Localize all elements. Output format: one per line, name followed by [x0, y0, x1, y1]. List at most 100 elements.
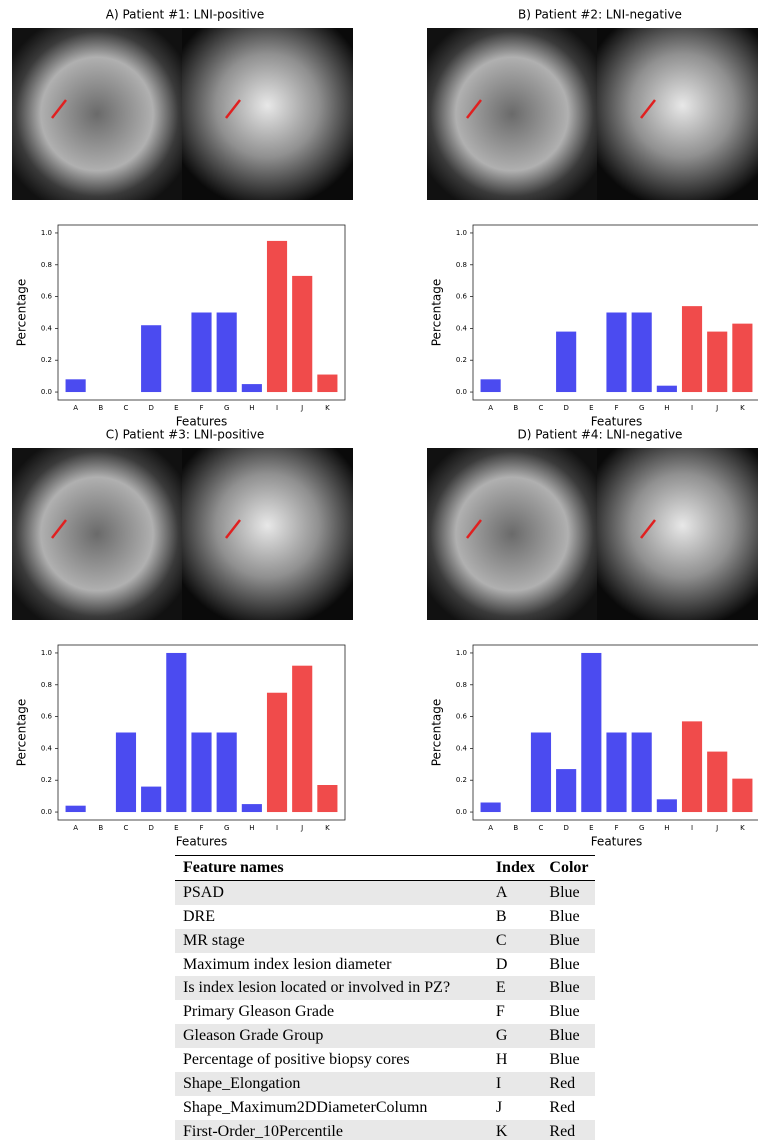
bar	[681, 721, 703, 813]
table-cell: Blue	[549, 1003, 580, 1021]
bar	[317, 785, 338, 813]
bar	[216, 732, 237, 813]
y-axis-label: Percentage	[430, 279, 444, 347]
panel: C) Patient #3: LNI-positive A B C D E F G H I J K 0.…	[12, 428, 353, 849]
mri-adc-image	[597, 448, 758, 620]
x-tick-label: E	[174, 824, 178, 832]
panel-title: B) Patient #2: LNI-negative	[518, 8, 682, 22]
y-tick-label: 0.4	[41, 324, 53, 332]
x-tick-label: K	[740, 404, 745, 412]
table-row: Maximum index lesion diameter D Blue	[175, 953, 595, 977]
x-axis-label: Features	[176, 415, 228, 429]
bar	[266, 240, 288, 393]
x-tick-label: B	[98, 824, 103, 832]
table-cell: H	[495, 1051, 508, 1069]
x-axis-label: Features	[591, 835, 643, 849]
x-tick-label: D	[148, 824, 153, 832]
panel: A) Patient #1: LNI-positive A B C D E F G H I J K 0.…	[12, 8, 353, 429]
mri-t2-image	[427, 28, 597, 200]
mri-t2-image	[427, 448, 597, 620]
x-tick-label: G	[224, 824, 229, 832]
table-cell: Primary Gleason Grade	[183, 1003, 335, 1021]
table-cell: Shape_Maximum2DDiameterColumn	[183, 1098, 428, 1116]
bar	[166, 652, 187, 813]
x-tick-label: A	[488, 824, 493, 832]
y-tick-label: 0.4	[456, 744, 468, 752]
table-cell: A	[487, 880, 542, 905]
header-cell: Color	[541, 855, 595, 881]
y-axis-label: Percentage	[15, 699, 29, 767]
y-tick-label: 0.6	[456, 293, 468, 301]
table-row: DRE B Blue	[175, 905, 595, 929]
bar	[631, 312, 652, 393]
feature-table: Feature names Index Color PSAD A Blue DRE B Blue…	[175, 855, 595, 1140]
y-tick-label: 0.2	[41, 356, 52, 364]
bar	[707, 331, 728, 393]
x-tick-label: C	[124, 824, 129, 832]
table-cell: G	[487, 1024, 542, 1049]
x-tick-label: I	[276, 404, 278, 412]
y-tick-label: 1.0	[456, 229, 467, 237]
table-row: Shape_Elongation I Red	[175, 1072, 595, 1096]
y-tick-label: 0.8	[41, 261, 52, 269]
table-cell: Percentage of positive biopsy cores	[183, 1051, 410, 1069]
mri-adc-image	[182, 448, 353, 620]
bar	[216, 312, 237, 393]
table-cell: Blue	[549, 955, 580, 973]
x-tick-label: F	[614, 824, 618, 832]
table-cell: D	[495, 955, 508, 973]
x-tick-label: E	[174, 404, 178, 412]
table-cell: Blue	[541, 1024, 595, 1049]
y-tick-label: 0.0	[456, 388, 467, 396]
mri-adc-image	[597, 28, 758, 200]
table-cell: Maximum index lesion diameter	[183, 955, 392, 973]
plot-frame	[472, 224, 758, 401]
x-tick-label: B	[513, 404, 518, 412]
x-tick-label: H	[664, 404, 669, 412]
x-tick-label: A	[73, 824, 78, 832]
bar	[530, 732, 552, 813]
table-cell: Red	[541, 1072, 595, 1096]
bar	[317, 374, 338, 393]
y-tick-label: 0.2	[456, 776, 467, 784]
bar	[241, 804, 262, 813]
bar	[241, 384, 262, 393]
x-tick-label: F	[614, 404, 618, 412]
lesion-arrow	[640, 99, 656, 119]
table-row: MR stage C Blue	[175, 928, 595, 953]
y-tick-label: 0.4	[41, 744, 53, 752]
table-cell: B	[495, 907, 507, 925]
x-tick-label: A	[488, 404, 493, 412]
y-tick-label: 0.2	[41, 776, 52, 784]
y-axis-label: Percentage	[430, 699, 444, 767]
table-cell: Red	[549, 1098, 576, 1116]
mri-adc-image	[182, 28, 353, 200]
plot-frame	[472, 644, 758, 821]
table-header: Feature names Index Color	[175, 855, 595, 881]
table-cell: Red	[541, 1119, 595, 1140]
table-cell: F	[495, 1003, 505, 1021]
table-cell: K	[487, 1119, 542, 1140]
bar	[141, 786, 162, 813]
x-tick-label: K	[740, 824, 745, 832]
x-tick-label: H	[249, 824, 254, 832]
y-tick-label: 0.2	[456, 356, 467, 364]
bar	[631, 732, 652, 813]
lesion-arrow	[466, 519, 482, 539]
x-tick-label: B	[98, 404, 103, 412]
bar	[65, 805, 86, 813]
x-axis-label: Features	[591, 415, 643, 429]
x-tick-label: A	[73, 404, 78, 412]
bar	[266, 692, 288, 813]
x-tick-label: I	[691, 824, 693, 832]
y-tick-label: 0.6	[456, 713, 468, 721]
lesion-arrow	[225, 99, 241, 119]
panel: B) Patient #2: LNI-negative A B C D E F G H I J K 0.…	[427, 8, 758, 429]
bar	[656, 799, 677, 813]
y-tick-label: 0.4	[456, 324, 468, 332]
x-tick-label: B	[513, 824, 518, 832]
y-tick-label: 0.8	[456, 261, 467, 269]
lesion-arrow	[640, 519, 656, 539]
table-cell: E	[487, 976, 542, 1001]
bar	[65, 379, 86, 393]
